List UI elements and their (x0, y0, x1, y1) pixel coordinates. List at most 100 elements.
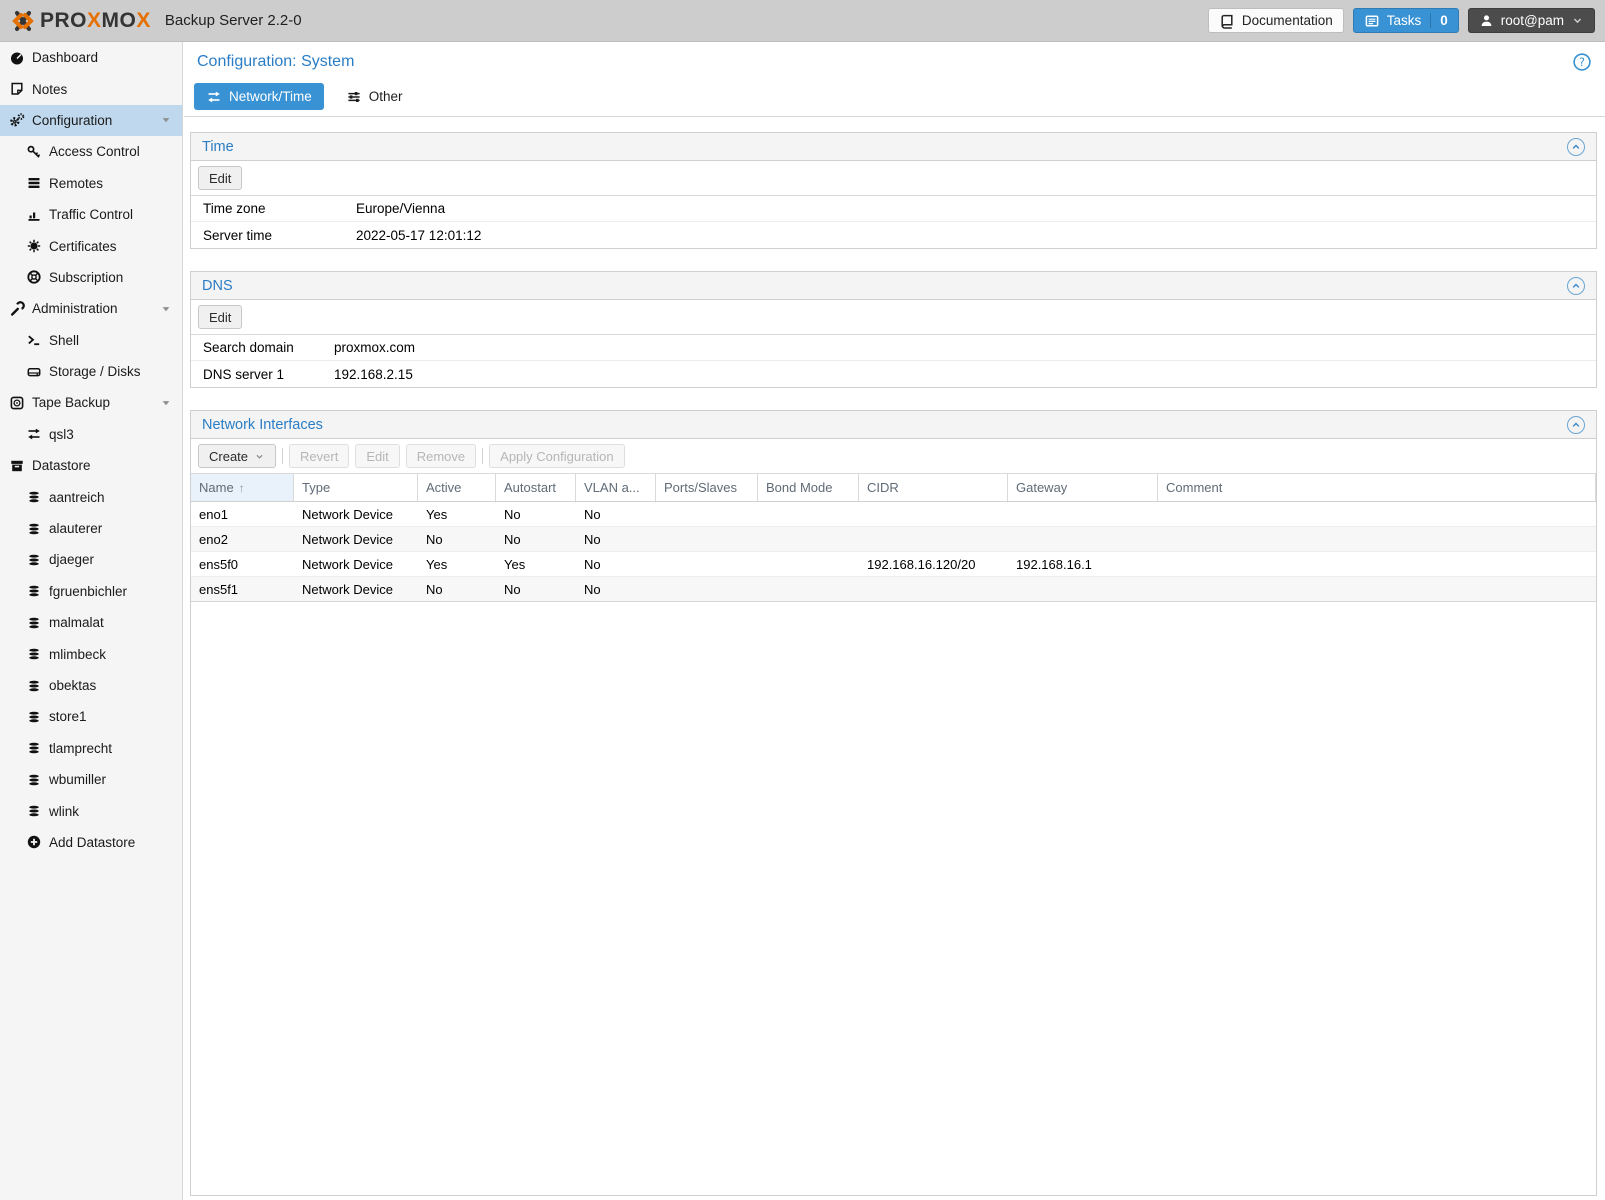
sidebar-item-tlamprecht[interactable]: tlamprecht (0, 733, 182, 764)
sidebar-item-label: Traffic Control (49, 207, 134, 223)
column-header-label: Active (426, 480, 462, 495)
sidebar-item-label: Configuration (32, 112, 113, 128)
sidebar-item-administration[interactable]: Administration (0, 293, 182, 324)
cell-type: Network Device (302, 506, 394, 522)
column-header-comment[interactable]: Comment (1158, 474, 1596, 501)
sidebar-item-traffic-control[interactable]: Traffic Control (0, 199, 182, 230)
tasks-button[interactable]: Tasks 0 (1352, 8, 1459, 33)
dns-row-search-domain: Search domain proxmox.com (191, 335, 1596, 361)
row-value: proxmox.com (334, 340, 416, 355)
sidebar-item-notes[interactable]: Notes (0, 73, 182, 104)
sidebar-item-datastore[interactable]: Datastore (0, 450, 182, 481)
caret-down-icon[interactable] (160, 397, 172, 409)
tab-label: Other (368, 89, 403, 104)
wrench-icon (8, 300, 25, 317)
sidebar-item-shell[interactable]: Shell (0, 325, 182, 356)
tab-other[interactable]: Other (334, 83, 415, 110)
toolbar-separator (482, 448, 484, 464)
database-icon (25, 772, 42, 788)
column-header-name[interactable]: Name ↑ (191, 474, 294, 501)
database-icon (25, 521, 42, 537)
create-button[interactable]: Create (198, 444, 277, 468)
sidebar-item-mlimbeck[interactable]: mlimbeck (0, 638, 182, 669)
apply-configuration-button[interactable]: Apply Configuration (489, 444, 625, 468)
lifering-icon (25, 269, 42, 285)
user-menu-button[interactable]: root@pam (1467, 8, 1595, 33)
column-header-ports-slaves[interactable]: Ports/Slaves (656, 474, 758, 501)
database-icon (25, 646, 42, 662)
sidebar-item-wbumiller[interactable]: wbumiller (0, 764, 182, 795)
tab-bar: Network/Time Other (184, 83, 1605, 117)
pluscircle-icon (25, 834, 42, 850)
revert-button[interactable]: Revert (289, 444, 350, 468)
sidebar-item-remotes[interactable]: Remotes (0, 168, 182, 199)
column-header-gateway[interactable]: Gateway (1008, 474, 1158, 501)
column-header-active[interactable]: Active (418, 474, 496, 501)
collapse-up-icon[interactable] (1567, 415, 1585, 434)
table-row-ens5f0[interactable]: ens5f0 Network Device Yes Yes No 192.168.16.1… (191, 552, 1596, 577)
sidebar-item-label: Datastore (32, 458, 91, 474)
sidebar-item-label: Notes (32, 81, 68, 97)
table-row-ens5f1[interactable]: ens5f1 Network Device No No No (191, 577, 1596, 602)
grid-header: Name ↑ Type Active Autostart VLAN a... Ports/S… (191, 474, 1596, 502)
sidebar-item-access-control[interactable]: Access Control (0, 136, 182, 167)
column-header-type[interactable]: Type (294, 474, 418, 501)
sidebar-item-label: Subscription (49, 269, 124, 285)
sidebar-item-wlink[interactable]: wlink (0, 795, 182, 826)
sidebar-item-malmalat[interactable]: malmalat (0, 607, 182, 638)
tasks-label: Tasks (1386, 13, 1422, 28)
dns-edit-button[interactable]: Edit (198, 305, 243, 329)
database-icon (25, 740, 42, 756)
collapse-up-icon[interactable] (1567, 137, 1585, 156)
column-header-label: Bond Mode (766, 480, 833, 495)
cell-vlan-a: No (584, 581, 601, 597)
time-edit-button[interactable]: Edit (198, 166, 243, 190)
remove-button[interactable]: Remove (405, 444, 477, 468)
sidebar-item-storage-disks[interactable]: Storage / Disks (0, 356, 182, 387)
brand-segment: X (87, 8, 102, 32)
page-title: Configuration: System (197, 53, 355, 70)
sidebar-item-tape-backup[interactable]: Tape Backup (0, 387, 182, 418)
brand-text: PROXMOX (40, 9, 151, 33)
sidebar-item-add-datastore[interactable]: Add Datastore (0, 827, 182, 858)
column-header-vlan-a[interactable]: VLAN a... (576, 474, 656, 501)
sidebar-item-alauterer[interactable]: alauterer (0, 513, 182, 544)
sidebar-item-configuration[interactable]: Configuration (0, 104, 182, 137)
column-header-bond-mode[interactable]: Bond Mode (758, 474, 859, 501)
chevron-down-icon (254, 451, 265, 462)
exchange-icon (206, 89, 222, 105)
cell-gateway: 192.168.16.1 (1016, 556, 1092, 572)
sidebar-item-qsl3[interactable]: qsl3 (0, 419, 182, 450)
edit-button[interactable]: Edit (355, 444, 400, 468)
sidebar-item-store1[interactable]: store1 (0, 701, 182, 732)
sidebar-item-subscription[interactable]: Subscription (0, 262, 182, 293)
row-label: Time zone (203, 201, 266, 216)
help-icon[interactable]: ? (1572, 52, 1592, 72)
sidebar-item-label: Certificates (49, 238, 117, 254)
table-row-eno2[interactable]: eno2 Network Device No No No (191, 527, 1596, 552)
collapse-up-icon[interactable] (1567, 276, 1585, 295)
sidebar-item-fgruenbichler[interactable]: fgruenbichler (0, 576, 182, 607)
sidebar-item-aantreich[interactable]: aantreich (0, 481, 182, 512)
archive-icon (8, 458, 25, 474)
sidebar-item-obektas[interactable]: obektas (0, 670, 182, 701)
sidebar-item-certificates[interactable]: Certificates (0, 230, 182, 261)
tab-network-time[interactable]: Network/Time (194, 83, 324, 110)
sidebar-item-label: Tape Backup (32, 395, 111, 411)
sidebar-item-djaeger[interactable]: djaeger (0, 544, 182, 575)
table-row-eno1[interactable]: eno1 Network Device Yes No No (191, 502, 1596, 527)
caret-down-icon[interactable] (160, 114, 172, 126)
sidebar-item-label: Add Datastore (49, 834, 136, 850)
dns-panel: DNS Edit Search domain proxmox.com DNS ser… (190, 271, 1597, 388)
database-icon (25, 583, 42, 599)
sidebar-item-label: djaeger (49, 552, 95, 568)
cell-name: ens5f1 (199, 581, 239, 597)
column-header-cidr[interactable]: CIDR (859, 474, 1008, 501)
top-bar: PROXMOX Backup Server 2.2-0 Documentatio… (0, 0, 1605, 42)
sidebar-item-dashboard[interactable]: Dashboard (0, 42, 182, 73)
documentation-button[interactable]: Documentation (1207, 8, 1344, 33)
terminal-icon (25, 332, 42, 348)
caret-down-icon[interactable] (160, 303, 172, 315)
time-row-time-zone: Time zone Europe/Vienna (191, 196, 1596, 222)
column-header-autostart[interactable]: Autostart (496, 474, 576, 501)
